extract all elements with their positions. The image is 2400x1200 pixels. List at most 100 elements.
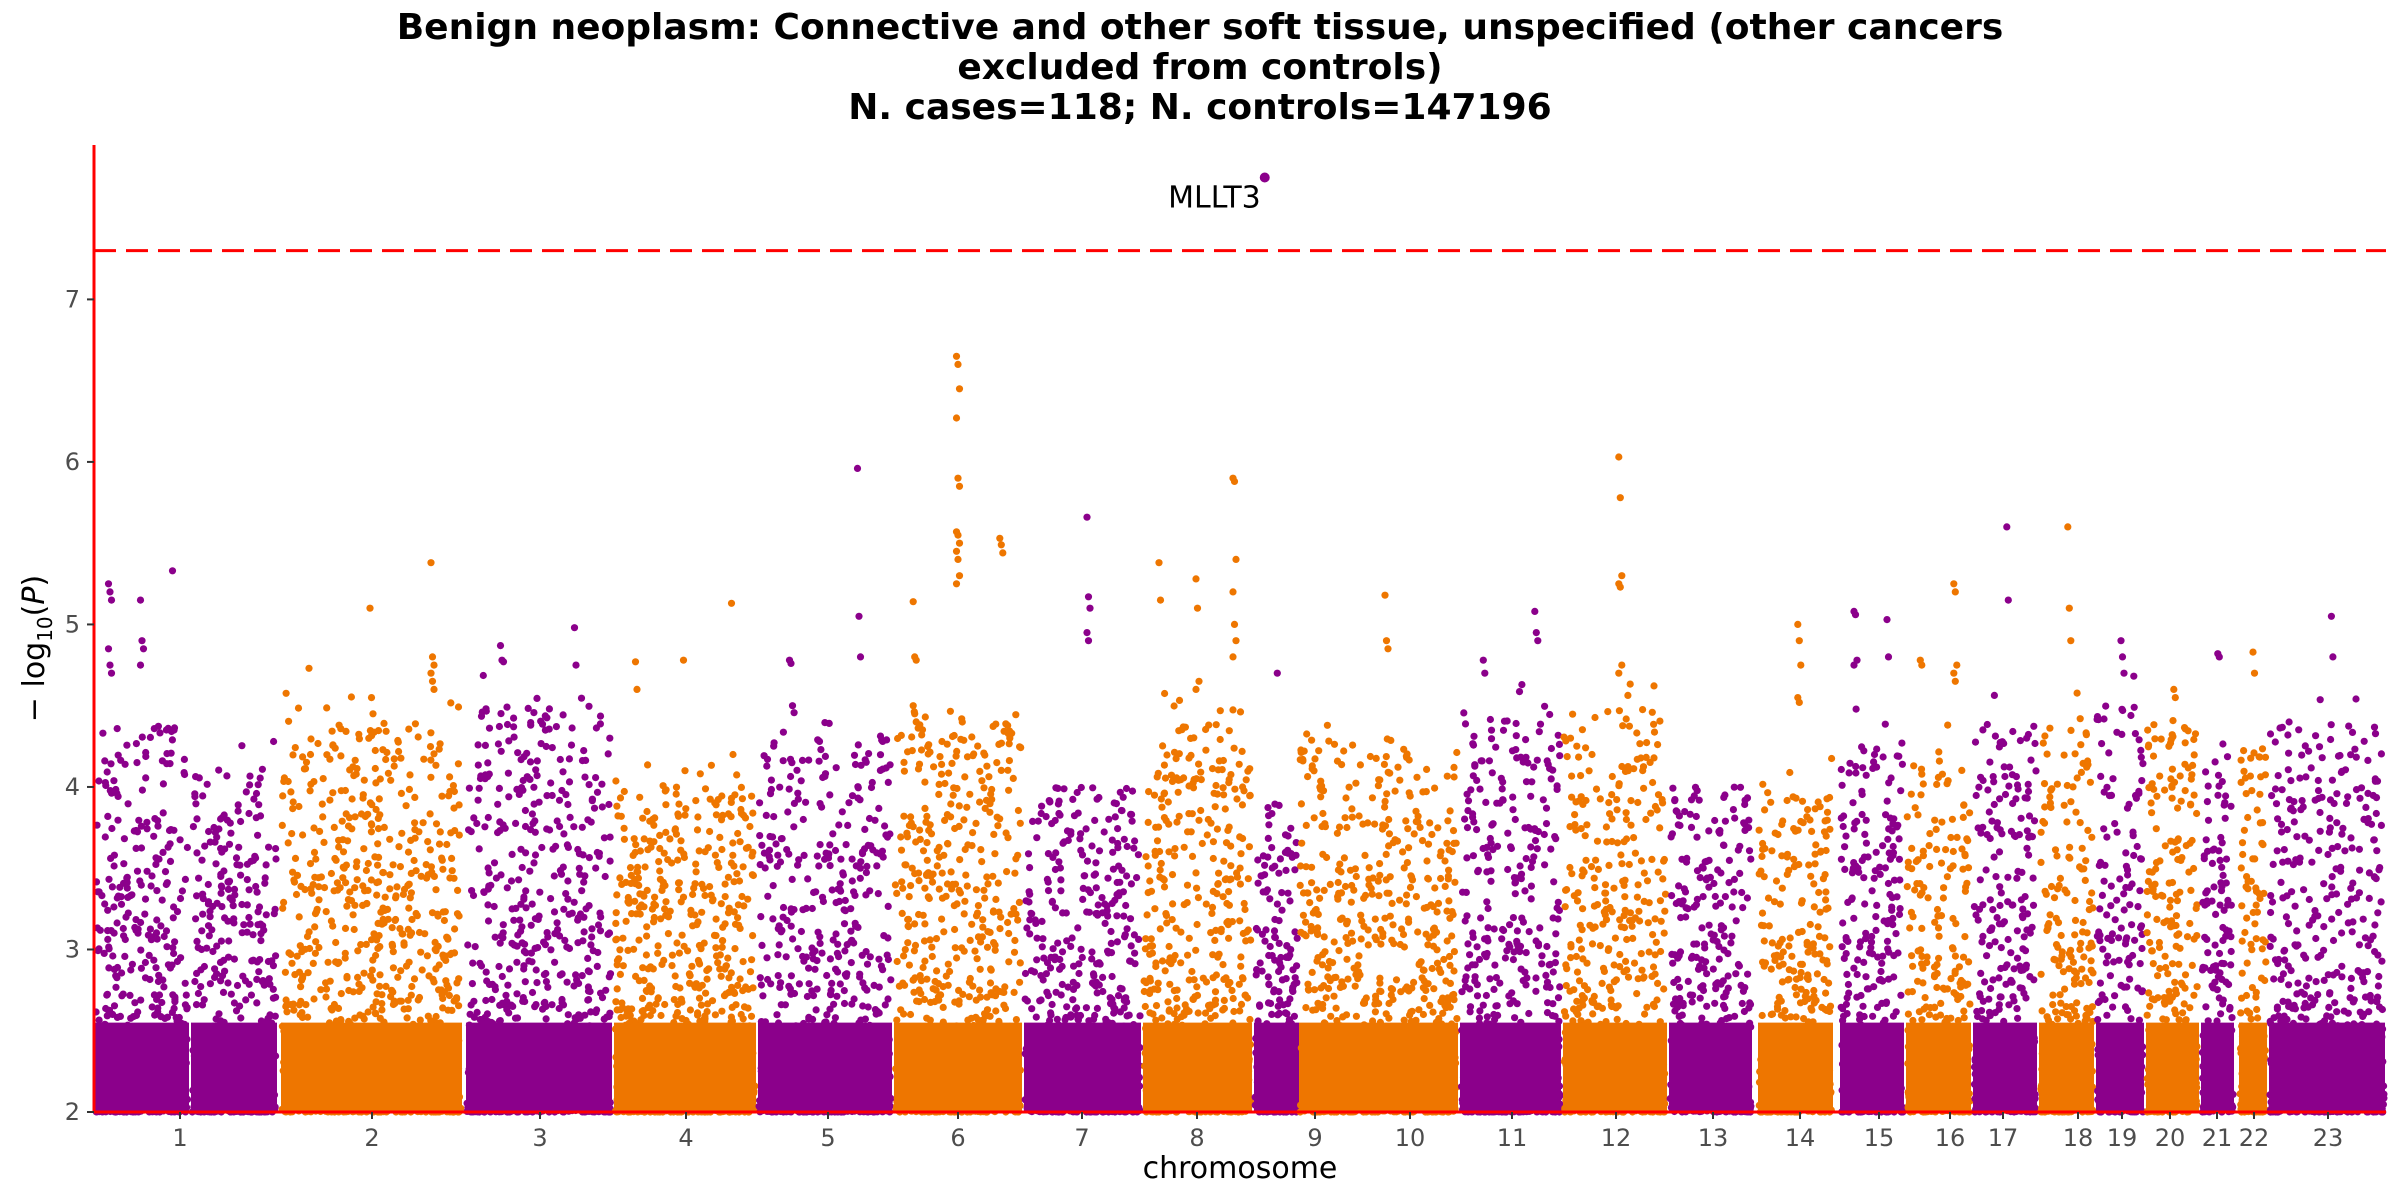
data-point-chr3 (556, 971, 564, 979)
data-point-chr2 (337, 1016, 345, 1024)
data-point-chr2 (411, 819, 419, 827)
data-point-chr3 (565, 755, 574, 763)
data-point-chr6 (986, 808, 994, 816)
data-point-chr4 (694, 813, 702, 821)
data-point-chr2 (441, 908, 449, 916)
data-point-chr2 (369, 976, 377, 984)
data-point-chr4 (704, 1000, 712, 1008)
data-point-chr6 (1011, 936, 1019, 945)
data-point-chr3 (537, 717, 545, 725)
data-point-chr1 (193, 815, 201, 823)
data-point-chr4 (646, 1011, 654, 1020)
data-point-chr1 (226, 819, 234, 827)
data-point-chr3 (520, 895, 528, 903)
data-point-chr1 (141, 958, 149, 967)
data-point-chr2 (326, 977, 334, 985)
data-point-chr6 (958, 715, 966, 723)
data-point-chr3 (559, 711, 567, 719)
data-point-chr1 (147, 882, 155, 890)
data-point-chr6 (960, 736, 968, 744)
data-point-chr5 (770, 813, 778, 821)
data-point-chr1 (220, 956, 228, 964)
data-point-chr1 (152, 854, 160, 862)
data-point-chr2 (382, 982, 390, 991)
data-point-chr4 (727, 859, 736, 867)
data-point-chr6 (1016, 978, 1024, 986)
data-point-chr6 (960, 947, 968, 955)
data-point-chr4 (641, 863, 649, 871)
data-point-chr1 (237, 1014, 245, 1022)
data-point-chr5 (835, 953, 843, 961)
data-point-chr5 (794, 789, 802, 797)
data-point-chr2 (292, 890, 301, 899)
data-point-chr4 (639, 964, 647, 972)
data-point-chr3 (530, 859, 538, 867)
data-point-chr1 (192, 915, 200, 923)
data-point-chr1 (154, 1004, 162, 1012)
data-point-chr3 (560, 830, 568, 838)
data-point-chr4 (634, 874, 643, 882)
data-point-chr1 (199, 792, 207, 800)
data-point-chr2 (374, 944, 382, 953)
data-point-chr1 (254, 781, 262, 789)
data-point-chr4 (698, 880, 706, 889)
data-point-chr3 (590, 804, 599, 812)
data-point-chr1 (108, 883, 116, 891)
data-point-chr1 (110, 862, 118, 870)
data-point-chr6 (992, 1007, 1000, 1015)
data-point-chr2 (368, 966, 376, 974)
data-point-chr2 (323, 704, 331, 712)
data-point-chr3 (484, 759, 492, 767)
data-point-chr4 (634, 868, 642, 876)
data-point-chr4 (626, 864, 635, 872)
data-point-chr6 (1012, 711, 1020, 719)
data-point-chr1 (247, 991, 255, 999)
data-point-chr6 (1005, 757, 1014, 765)
data-point-chr4 (625, 899, 633, 907)
data-point-chr6 (977, 846, 985, 854)
data-point-chr2 (451, 925, 459, 933)
data-point-chr4 (739, 1015, 747, 1023)
data-point-chr3 (474, 741, 482, 749)
data-point-chr7 (1026, 890, 1034, 898)
data-point-chr1 (101, 833, 109, 841)
data-point-chr4 (643, 987, 651, 996)
data-point-chr2 (454, 886, 462, 895)
data-point-chr3 (585, 781, 593, 789)
data-point-chr6 (937, 770, 946, 778)
data-point-chr6 (904, 939, 912, 947)
data-point-chr1 (215, 766, 223, 774)
data-point-chr1 (230, 955, 238, 963)
data-point-chr3 (570, 823, 578, 831)
data-point-chr4 (718, 1007, 726, 1015)
data-point-chr5 (816, 939, 824, 948)
data-point-chr5 (790, 823, 798, 831)
data-point-chr1 (262, 911, 270, 919)
data-point-chr2 (356, 1011, 364, 1019)
data-point-chr2 (420, 755, 428, 763)
data-point-chr6 (921, 804, 929, 813)
data-point-chr2 (426, 810, 434, 818)
data-point-chr2 (371, 764, 379, 773)
data-point-chr2 (366, 799, 374, 807)
data-point-chr5 (795, 980, 804, 988)
chart-title-line-2: excluded from controls) (957, 47, 1443, 88)
data-point-chr1 (191, 977, 199, 986)
data-point-chr2 (423, 952, 431, 960)
data-point-chr2 (289, 868, 297, 876)
data-point-chr2 (362, 866, 370, 875)
data-point-chr6 (907, 882, 915, 890)
data-point-chr5 (876, 751, 885, 759)
data-point-chr3 (530, 709, 538, 717)
data-point-chr1 (197, 983, 205, 991)
data-point-chr1 (252, 814, 260, 822)
data-point-chr4 (680, 942, 688, 950)
data-point-chr5 (861, 1015, 870, 1023)
data-point-chr4 (744, 985, 753, 993)
data-point-chr2 (287, 950, 295, 959)
data-point-chr3 (495, 784, 503, 793)
data-point-chr2 (328, 727, 336, 735)
data-point-chr6 (921, 713, 929, 721)
data-point-chr2 (439, 994, 447, 1003)
data-point-chr2 (343, 972, 351, 981)
